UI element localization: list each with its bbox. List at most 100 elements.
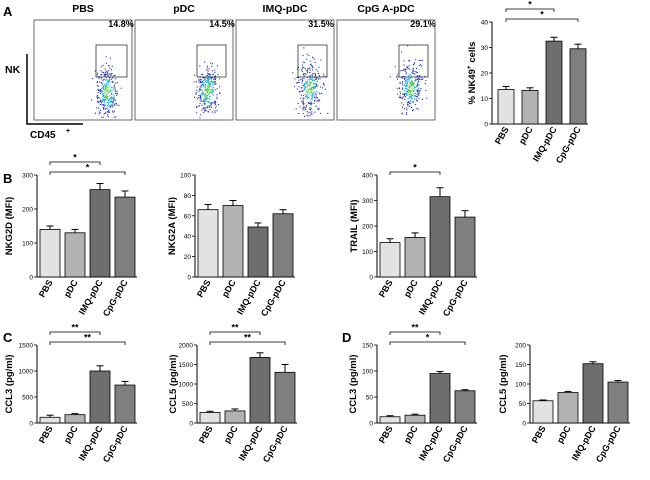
event-dot — [418, 77, 420, 79]
event-dot — [200, 85, 202, 87]
event-dot — [417, 76, 419, 78]
bar-0 — [199, 412, 221, 424]
event-dot — [108, 70, 110, 72]
event-dot — [100, 70, 102, 72]
event-dot — [112, 111, 114, 113]
event-dot — [306, 80, 308, 82]
event-dot — [206, 96, 208, 98]
event-dot — [303, 106, 305, 108]
event-dot — [104, 68, 106, 70]
event-dot — [322, 73, 324, 75]
event-dot — [207, 65, 209, 67]
event-dot — [215, 105, 217, 107]
event-dot — [302, 101, 304, 103]
event-dot — [310, 88, 312, 90]
event-dot — [416, 95, 418, 97]
gate-box — [196, 44, 227, 78]
event-dot — [296, 76, 298, 78]
event-dot — [100, 99, 102, 101]
event-dot — [199, 89, 201, 91]
event-dot — [208, 85, 210, 87]
event-dot — [402, 87, 404, 89]
event-dot — [206, 88, 208, 90]
bar-0 — [39, 228, 61, 278]
event-dot — [308, 80, 310, 82]
bar-2 — [429, 373, 451, 424]
event-dot — [310, 77, 312, 79]
event-dot — [408, 87, 410, 89]
event-dot — [396, 93, 398, 95]
event-dot — [203, 103, 205, 105]
event-dot — [413, 63, 415, 65]
bar-0 — [39, 416, 61, 424]
event-dot — [204, 87, 206, 89]
event-dot — [401, 81, 403, 83]
gate-percent: 14.8% — [108, 19, 134, 29]
significance-label: ** — [244, 333, 252, 343]
event-dot — [216, 96, 218, 98]
event-dot — [116, 90, 118, 92]
event-dot — [398, 87, 400, 89]
event-dot — [109, 102, 111, 104]
event-dot — [218, 104, 220, 106]
event-dot — [412, 67, 414, 69]
bar-2 — [582, 363, 604, 424]
event-dot — [205, 98, 207, 100]
event-dot — [305, 81, 307, 83]
event-dot — [416, 96, 418, 98]
event-dot — [110, 100, 112, 102]
event-dot — [98, 101, 100, 103]
event-dot — [217, 74, 219, 76]
event-dot — [308, 101, 310, 103]
event-dot — [211, 80, 213, 82]
event-dot — [106, 91, 108, 93]
event-dot — [104, 74, 106, 76]
event-dot — [310, 98, 312, 100]
event-dot — [107, 83, 109, 85]
event-dot — [409, 96, 411, 98]
event-dot — [416, 83, 418, 85]
event-dot — [92, 78, 94, 80]
event-dot — [416, 100, 418, 102]
event-dot — [206, 81, 208, 83]
event-dot — [316, 97, 318, 99]
significance-bracket — [389, 331, 441, 335]
event-dot — [115, 78, 117, 80]
y-tick-label: 200 — [362, 224, 373, 231]
event-dot — [410, 91, 412, 93]
event-dot — [100, 91, 102, 93]
event-dot — [303, 109, 305, 111]
event-dot — [211, 78, 213, 80]
event-dot — [100, 78, 102, 80]
event-dot — [404, 93, 406, 95]
event-dot — [416, 89, 418, 91]
event-dot — [105, 97, 107, 99]
event-dot — [410, 79, 412, 81]
y-tick-label: 0 — [369, 421, 373, 428]
event-dot — [109, 111, 111, 113]
event-dot — [213, 78, 215, 80]
event-dot — [207, 95, 209, 97]
event-dot — [414, 95, 416, 97]
event-dot — [210, 103, 212, 105]
event-dot — [310, 101, 312, 103]
event-dot — [209, 85, 211, 87]
event-dot — [413, 80, 415, 82]
event-dot — [404, 96, 406, 98]
gate-box — [95, 44, 128, 78]
event-dot — [403, 94, 405, 96]
event-dot — [304, 88, 306, 90]
event-dot — [200, 90, 202, 92]
event-dot — [305, 95, 307, 97]
event-dot — [410, 96, 412, 98]
event-dot — [421, 78, 423, 80]
event-dot — [207, 105, 209, 107]
bar-0 — [379, 416, 401, 424]
event-dot — [110, 97, 112, 99]
event-dot — [212, 86, 214, 88]
event-dot — [104, 97, 106, 99]
event-dot — [419, 75, 421, 77]
y-tick-label: 50 — [366, 395, 374, 402]
event-dot — [110, 81, 112, 83]
